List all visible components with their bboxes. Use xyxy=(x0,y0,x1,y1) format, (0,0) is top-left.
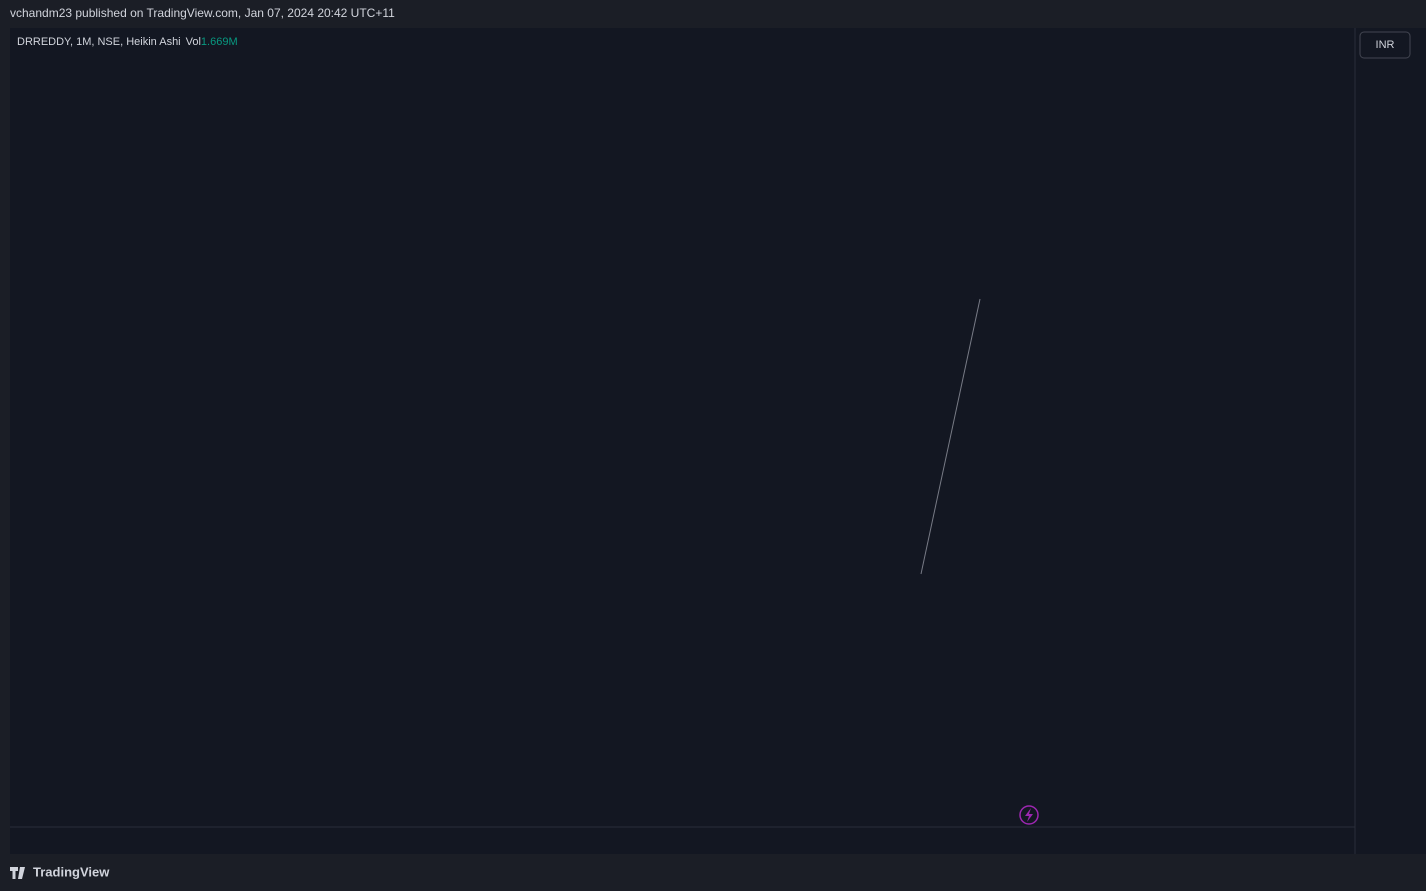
fib-trend-line xyxy=(920,298,981,575)
volume-label: Vol xyxy=(186,36,201,48)
event-icon[interactable] xyxy=(1019,805,1039,825)
chart-area xyxy=(10,28,1426,854)
event-bolt xyxy=(1025,808,1033,822)
header: vchandm23 published on TradingView.com, … xyxy=(10,6,395,20)
symbol: DRREDDY, 1M, NSE, Heikin Ashi xyxy=(17,36,181,48)
legend: DRREDDY, 1M, NSE, Heikin Ashi Vol1.669M xyxy=(17,36,238,48)
currency-button[interactable] xyxy=(1359,31,1411,59)
volume: 1.669M xyxy=(201,36,238,48)
logo xyxy=(10,867,25,879)
currency[interactable]: INR xyxy=(1376,39,1395,51)
drawings xyxy=(920,298,981,575)
footer: TradingView xyxy=(33,864,110,879)
